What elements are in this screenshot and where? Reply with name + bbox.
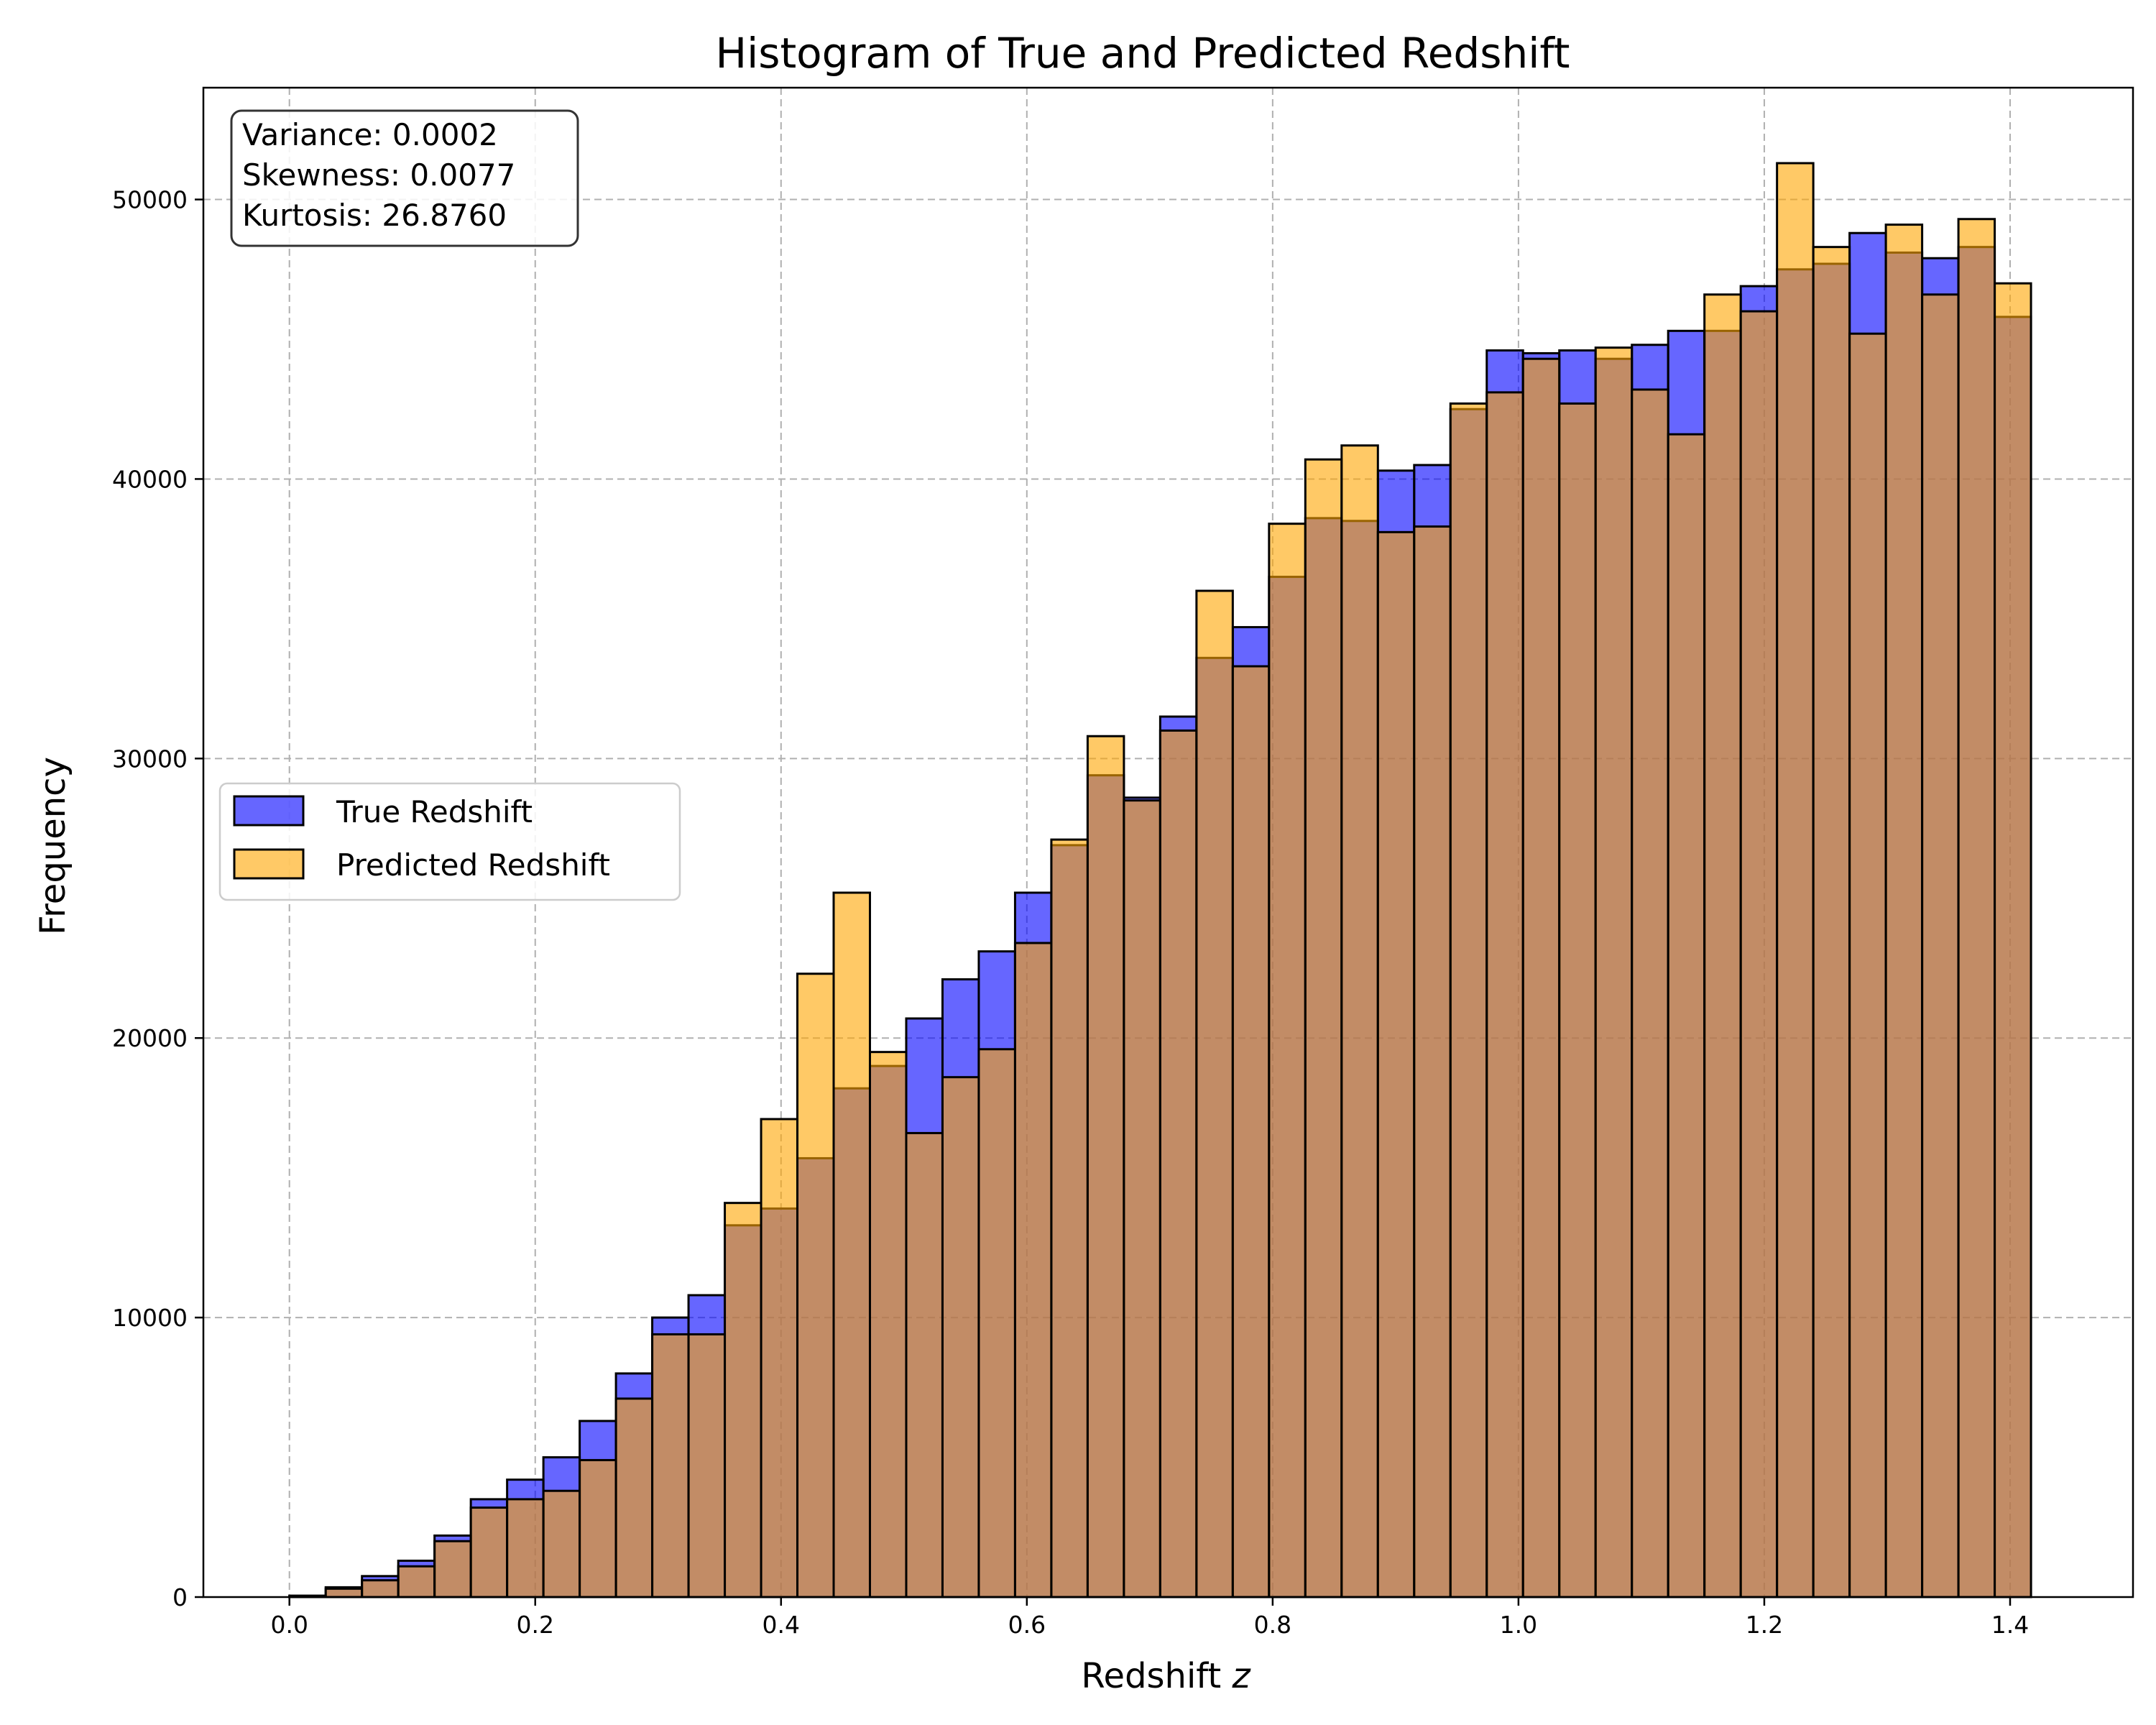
legend-swatch-true [233, 795, 305, 827]
y-tick-label: 20000 [112, 1024, 188, 1052]
predicted-redshift-bar [1594, 346, 1634, 1598]
predicted-redshift-bar [1050, 838, 1089, 1598]
legend-label: True Redshift [336, 794, 533, 829]
predicted-redshift-bar [832, 891, 871, 1598]
x-axis-label-variable: z [1231, 1656, 1251, 1696]
predicted-redshift-bar [905, 1131, 944, 1598]
predicted-redshift-bar [1739, 310, 1779, 1598]
stats-box-frame [230, 109, 579, 247]
predicted-redshift-bar [1376, 530, 1416, 1598]
x-tick-label: 0.8 [1254, 1611, 1291, 1639]
predicted-redshift-bar [1086, 735, 1125, 1598]
legend: True Redshift Predicted Redshift [218, 782, 681, 901]
stats-line: Skewness: 0.0077 [242, 157, 515, 193]
predicted-redshift-bar [1340, 444, 1379, 1598]
y-tick-label: 40000 [112, 465, 188, 493]
predicted-redshift-bar [1776, 162, 1815, 1598]
predicted-redshift-bar [1195, 589, 1234, 1598]
predicted-redshift-bar [1848, 332, 1887, 1598]
x-tick-label: 1.0 [1500, 1611, 1537, 1639]
predicted-redshift-bar [1013, 942, 1053, 1598]
predicted-redshift-bar [651, 1333, 690, 1598]
predicted-redshift-bar [724, 1202, 763, 1598]
predicted-redshift-bar [1921, 293, 1960, 1598]
predicted-redshift-bar [760, 1118, 799, 1598]
y-axis-ticks: 0 10000 20000 30000 40000 50000 [112, 186, 203, 1611]
predicted-redshift-bar [542, 1489, 581, 1598]
x-tick-label: 0.0 [270, 1611, 308, 1639]
x-axis-label-text: Redshift [1081, 1656, 1232, 1696]
y-tick-label: 50000 [112, 186, 188, 214]
stats-box: Variance: 0.0002 Skewness: 0.0077 Kurtosis… [230, 109, 579, 247]
predicted-redshift-bar [977, 1048, 1016, 1598]
predicted-redshift-bar [1667, 433, 1706, 1598]
predicted-redshift-bar [1884, 224, 1924, 1598]
x-axis-ticks: 0.0 0.2 0.4 0.6 0.8 1.0 1.2 1.4 [270, 1597, 2029, 1639]
y-tick-label: 0 [172, 1583, 188, 1611]
predicted-redshift-bar [1268, 523, 1307, 1598]
x-tick-label: 1.4 [1991, 1611, 2029, 1639]
y-axis-label: Frequency [33, 757, 73, 935]
predicted-redshift-bar [361, 1579, 400, 1598]
predicted-redshift-bar [324, 1587, 364, 1598]
predicted-redshift-bar [868, 1051, 908, 1598]
x-tick-label: 0.4 [763, 1611, 800, 1639]
legend-frame [218, 782, 681, 901]
predicted-redshift-bar [1558, 402, 1597, 1598]
predicted-redshift-bar [941, 1076, 980, 1598]
predicted-redshift-bar [1413, 525, 1452, 1598]
predicted-redshift-bar [1957, 218, 1996, 1598]
predicted-redshift-bar [1123, 799, 1161, 1598]
y-tick-label: 10000 [112, 1304, 188, 1332]
stats-line: Variance: 0.0002 [242, 117, 498, 152]
y-tick-label: 30000 [112, 745, 188, 773]
predicted-redshift-bar [397, 1565, 436, 1598]
x-axis-label: Redshift z [1081, 1656, 1251, 1696]
plot-frame [202, 86, 2134, 1598]
predicted-redshift-bar [433, 1540, 472, 1598]
x-tick-label: 0.6 [1008, 1611, 1046, 1639]
predicted-redshift-bars [288, 162, 2032, 1598]
legend-label: Predicted Redshift [336, 847, 610, 883]
predicted-redshift-bar [1485, 391, 1524, 1598]
predicted-redshift-bar [1304, 458, 1343, 1598]
predicted-redshift-bar [614, 1397, 654, 1598]
legend-swatch-predicted [233, 848, 305, 880]
predicted-redshift-bar [1631, 388, 1669, 1598]
predicted-redshift-bar [1158, 729, 1198, 1598]
predicted-redshift-bar [1812, 246, 1851, 1598]
predicted-redshift-bar [796, 972, 835, 1598]
stats-line: Kurtosis: 26.8760 [242, 198, 507, 233]
predicted-redshift-bar [1231, 665, 1271, 1598]
predicted-redshift-bar [1994, 282, 2032, 1598]
predicted-redshift-bar [506, 1498, 545, 1598]
predicted-redshift-bar [1703, 293, 1742, 1598]
predicted-redshift-bar [687, 1333, 727, 1598]
x-tick-label: 0.2 [517, 1611, 554, 1639]
x-tick-label: 1.2 [1746, 1611, 1783, 1639]
predicted-redshift-bar [469, 1506, 509, 1598]
predicted-redshift-bar [1521, 357, 1561, 1598]
chart-title: Histogram of True and Predicted Redshift [716, 29, 1570, 78]
predicted-redshift-bar [579, 1458, 617, 1598]
predicted-redshift-bar [1449, 402, 1488, 1598]
